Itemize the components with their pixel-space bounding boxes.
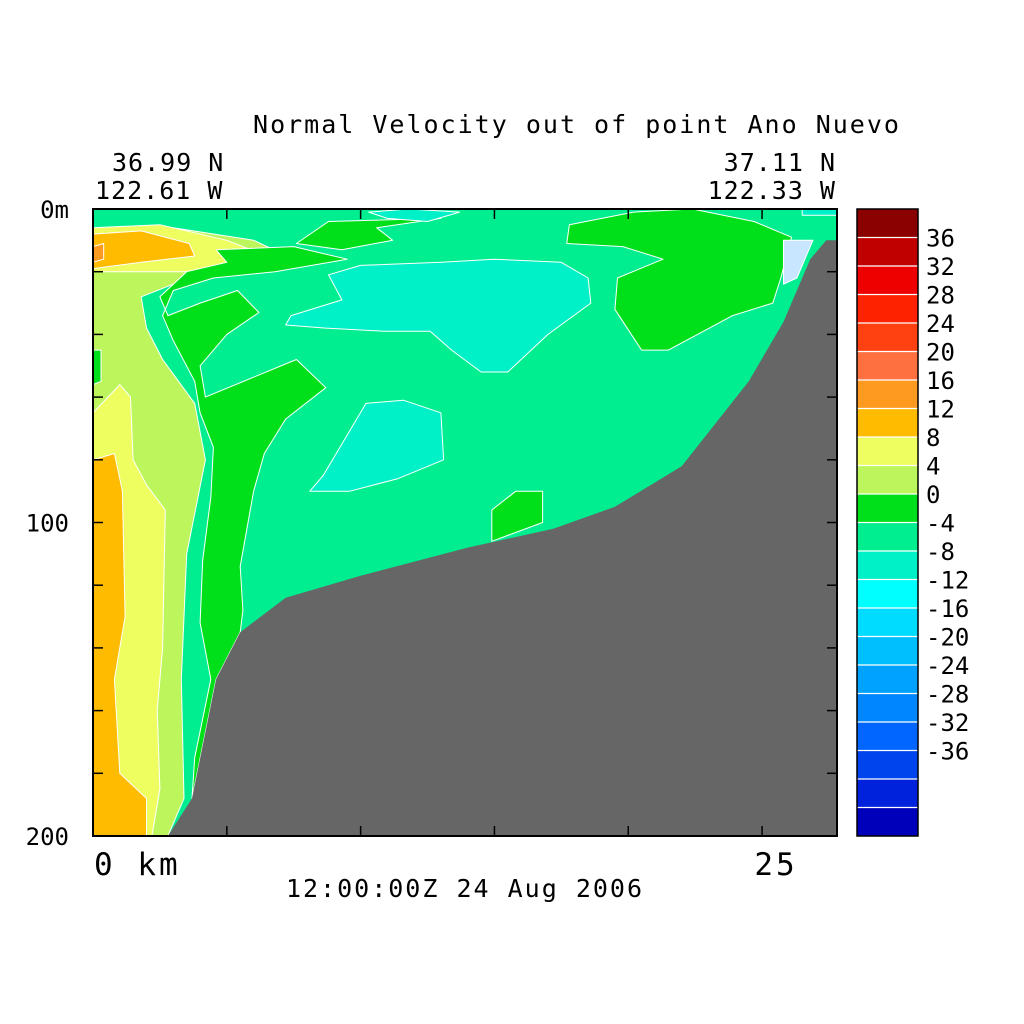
contour-region-13 [309,399,445,492]
colorbar-swatch-16 [857,665,918,694]
colorbar-label-10: -4 [926,510,955,538]
colorbar-labels: 36322824201612840-4-8-12-16-20-24-28-32-… [926,225,969,766]
colorbar-swatch-5 [857,351,918,381]
colorbar-frame [856,208,919,837]
colorbar-swatch-15 [857,636,918,666]
colorbar-swatch-1 [857,237,918,267]
colorbar-label-18: -36 [926,738,969,766]
colorbar-label-8: 4 [926,453,940,481]
corner-right-lat: 37.11 N [724,148,836,177]
colorbar-swatch-3 [857,294,918,324]
colorbar-label-16: -28 [926,681,969,709]
y-axis-labels: 0m 100 200 [26,196,69,851]
chart-title: Normal Velocity out of point Ano Nuevo [253,110,901,139]
colorbar-label-3: 24 [926,310,955,338]
colorbar-swatch-14 [857,608,918,637]
colorbar-label-7: 8 [926,424,940,452]
colorbar-swatch-6 [857,380,918,409]
colorbar-label-0: 36 [926,225,955,253]
colorbar-label-17: -32 [926,709,969,737]
colorbar-label-9: 0 [926,481,940,509]
x-label-1: 25 [754,847,797,883]
y-axis-ticks [93,208,837,837]
corner-left-lat: 36.99 N [112,148,224,177]
x-axis-ticks [92,209,763,836]
y-label-2: 200 [26,823,69,851]
plot-area [93,209,837,836]
colorbar-swatch-13 [857,579,918,609]
colorbar-swatch-11 [857,522,918,552]
contour-layer [93,209,837,836]
colorbar-label-1: 32 [926,253,955,281]
contour-region-5 [93,453,147,836]
contour-region-11 [93,349,102,386]
y-label-0: 0m [40,196,69,224]
colorbar-label-12: -12 [926,567,969,595]
seafloor-terrain [167,209,837,836]
colorbar [856,208,919,837]
colorbar-label-4: 20 [926,339,955,367]
x-axis-labels: 0 km 25 [94,847,797,883]
colorbar-label-6: 12 [926,396,955,424]
corner-right-lon: 122.33 W [708,176,836,205]
colorbar-swatch-20 [857,779,918,808]
colorbar-swatch-8 [857,437,918,466]
colorbar-label-11: -8 [926,538,955,566]
colorbar-label-15: -24 [926,652,969,680]
colorbar-swatch-7 [857,408,918,438]
colorbar-swatch-18 [857,722,918,751]
contour-region-6 [93,243,105,263]
colorbar-swatch-0 [857,209,918,238]
timestamp: 12:00:00Z 24 Aug 2006 [286,874,644,903]
colorbar-swatch-12 [857,551,918,580]
colorbar-label-5: 16 [926,367,955,395]
colorbar-swatch-9 [857,465,918,495]
contour-region-10 [491,490,544,542]
y-label-1: 100 [26,510,69,538]
contour-region-8 [295,217,442,251]
contour-region-16 [783,239,814,285]
colorbar-swatch-19 [857,750,918,780]
colorbar-swatch-4 [857,323,918,352]
contour-region-4 [93,230,196,270]
contour-region-12 [285,258,592,373]
colorbar-label-13: -16 [926,595,969,623]
contour-region-9 [566,209,792,351]
colorbar-swatch-10 [857,494,918,523]
contour-region-7 [159,246,348,799]
colorbar-label-2: 28 [926,282,955,310]
colorbar-label-14: -20 [926,624,969,652]
colorbar-swatch-17 [857,693,918,723]
colorbar-swatch-21 [857,807,918,837]
contour-region-15 [801,209,837,216]
colorbar-swatch-2 [857,266,918,295]
corner-left-lon: 122.61 W [95,176,223,205]
x-label-0: 0 km [94,847,181,883]
